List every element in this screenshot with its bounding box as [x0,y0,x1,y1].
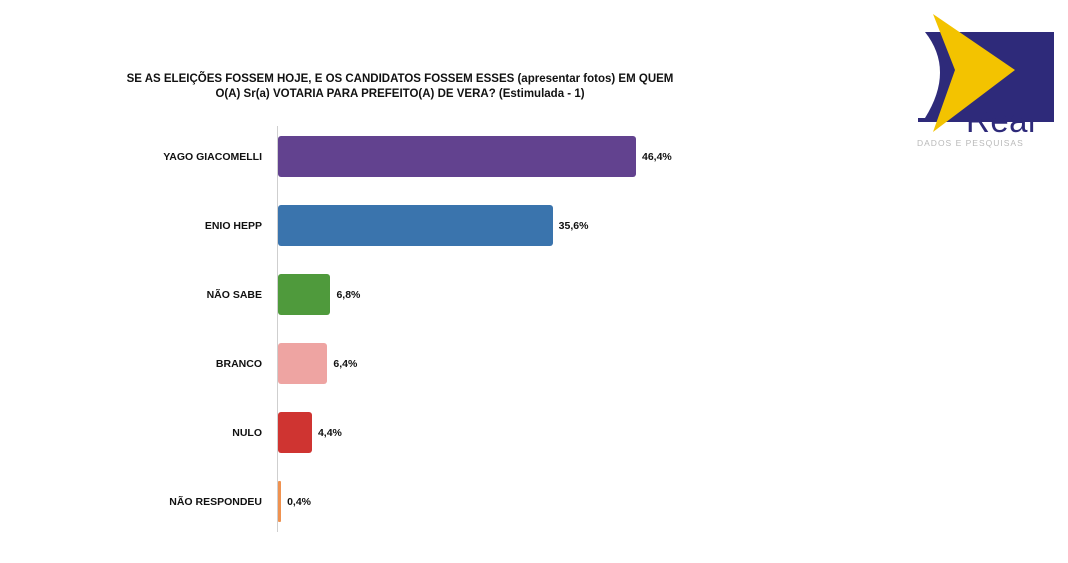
data-label: 4,4% [317,426,342,439]
data-label: 35,6% [558,219,589,232]
data-label: 6,8% [336,288,361,301]
bar [278,412,312,453]
category-label: ENIO HEPP [204,219,262,232]
real-logo-mark [918,14,1054,132]
chart-title: SE AS ELEIÇÕES FOSSEM HOJE, E OS CANDIDA… [126,73,674,100]
bar [278,136,636,177]
data-label: 46,4% [642,150,672,163]
data-label: 6,4% [333,357,358,370]
bar [278,205,553,246]
category-label: NÃO SABE [206,288,262,301]
bar [278,343,328,384]
bar [278,481,282,522]
bar [278,274,331,315]
category-axis-line [277,126,278,532]
logo-subtitle: DADOS E PESQUISAS [917,138,1024,148]
category-label: BRANCO [215,357,262,370]
category-label: YAGO GIACOMELLI [163,150,262,163]
category-label: NÃO RESPONDEU [169,495,262,508]
data-label: 0,4% [287,495,312,508]
category-label: NULO [232,426,262,439]
logo-wordmark: Real [966,102,1036,139]
